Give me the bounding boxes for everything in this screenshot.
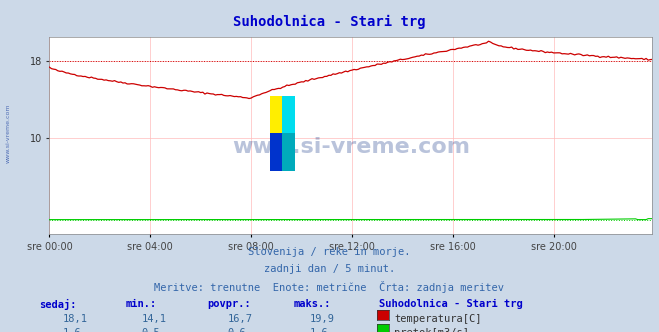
Text: Meritve: trenutne  Enote: metrične  Črta: zadnja meritev: Meritve: trenutne Enote: metrične Črta: … — [154, 281, 505, 292]
Bar — [270, 96, 282, 133]
Text: www.si-vreme.com: www.si-vreme.com — [232, 137, 470, 157]
Text: 1,6: 1,6 — [63, 328, 81, 332]
Text: www.si-vreme.com: www.si-vreme.com — [5, 103, 11, 163]
Bar — [282, 96, 295, 133]
Text: temperatura[C]: temperatura[C] — [394, 314, 482, 324]
Text: 16,7: 16,7 — [227, 314, 252, 324]
Text: 0,6: 0,6 — [227, 328, 246, 332]
Text: maks.:: maks.: — [293, 299, 331, 309]
Bar — [282, 133, 295, 171]
Text: povpr.:: povpr.: — [208, 299, 251, 309]
Text: zadnji dan / 5 minut.: zadnji dan / 5 minut. — [264, 264, 395, 274]
Bar — [270, 133, 282, 171]
Text: pretok[m3/s]: pretok[m3/s] — [394, 328, 469, 332]
Text: 19,9: 19,9 — [310, 314, 335, 324]
Text: 18,1: 18,1 — [63, 314, 88, 324]
Text: 1,6: 1,6 — [310, 328, 328, 332]
Text: Slovenija / reke in morje.: Slovenija / reke in morje. — [248, 247, 411, 257]
Text: 14,1: 14,1 — [142, 314, 167, 324]
Text: sedaj:: sedaj: — [40, 299, 77, 310]
Text: Suhodolnica - Stari trg: Suhodolnica - Stari trg — [233, 15, 426, 29]
Text: 0,5: 0,5 — [142, 328, 160, 332]
Text: Suhodolnica - Stari trg: Suhodolnica - Stari trg — [379, 299, 523, 309]
Text: min.:: min.: — [125, 299, 156, 309]
